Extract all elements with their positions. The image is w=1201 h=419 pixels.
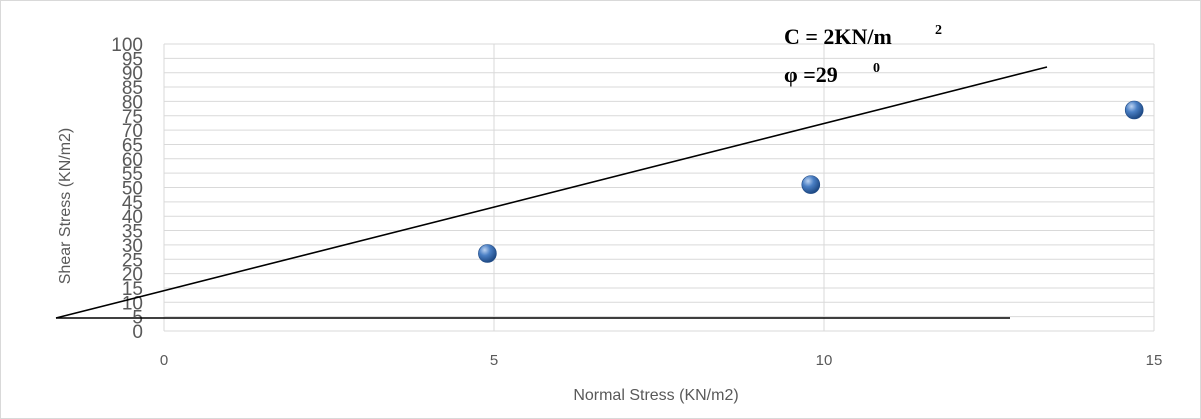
data-point <box>1124 100 1144 120</box>
y-tick-label: 30 <box>122 236 143 257</box>
y-tick-label: 50 <box>122 179 143 200</box>
svg-text:0: 0 <box>873 61 880 76</box>
y-tick-label: 35 <box>122 222 143 243</box>
failure-envelope-line <box>55 66 1048 319</box>
y-tick-label: 75 <box>122 107 143 128</box>
svg-text:C = 2KN/m: C = 2KN/m <box>784 24 892 49</box>
svg-text:φ =29: φ =29 <box>784 62 838 87</box>
y-tick-label: 20 <box>122 265 143 286</box>
y-tick-label: 60 <box>122 150 143 171</box>
y-tick-label: 95 <box>122 49 143 70</box>
y-tick-label: 90 <box>122 64 143 85</box>
y-tick-label: 40 <box>122 207 143 228</box>
y-tick-label: 0 <box>132 322 143 343</box>
y-tick-label: 100 <box>111 35 143 56</box>
x-tick-label: 10 <box>816 352 833 369</box>
y-tick-label: 25 <box>122 250 143 271</box>
y-tick-label: 15 <box>122 279 143 300</box>
annotation-friction-angle: φ =29 0 <box>784 61 880 87</box>
x-tick-label: 0 <box>160 352 168 369</box>
y-axis-title: Shear Stress (KN/m2) <box>57 128 74 284</box>
y-tick-label: 55 <box>122 164 143 185</box>
y-tick-label: 70 <box>122 121 143 142</box>
annotation-cohesion: C = 2KN/m 2 <box>784 23 942 49</box>
y-tick-label: 65 <box>122 135 143 156</box>
y-tick-label: 85 <box>122 78 143 99</box>
y-tick-label: 10 <box>122 293 143 314</box>
svg-text:2: 2 <box>935 23 942 38</box>
y-tick-label: 80 <box>122 92 143 113</box>
x-axis-title: Normal Stress (KN/m2) <box>573 387 738 404</box>
data-point <box>801 175 821 194</box>
x-tick-label: 15 <box>1146 352 1163 369</box>
data-point <box>478 244 497 263</box>
x-tick-label: 5 <box>490 352 498 369</box>
y-tick-label: 45 <box>122 193 143 214</box>
